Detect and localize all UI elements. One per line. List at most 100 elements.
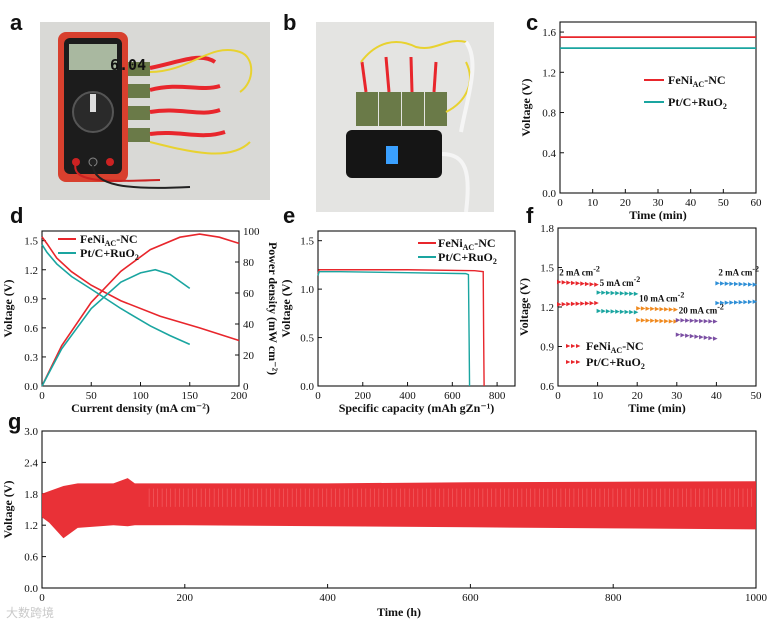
legend-entry-1: Pt/C+RuO2 bbox=[438, 250, 497, 266]
data-marker bbox=[619, 309, 625, 314]
x-axis-label: Time (min) bbox=[628, 401, 685, 415]
data-marker bbox=[629, 291, 634, 296]
y-right-tick-label: 60 bbox=[243, 288, 255, 300]
y-tick-label: 1.5 bbox=[24, 236, 38, 248]
x-tick-label: 150 bbox=[182, 390, 199, 402]
y-right-tick-label: 20 bbox=[243, 350, 255, 362]
legend-entry-0: FeNiAC-NC bbox=[668, 73, 726, 89]
panel-label-b: b bbox=[283, 10, 297, 35]
data-marker bbox=[720, 281, 725, 286]
data-marker bbox=[596, 290, 602, 295]
data-marker bbox=[752, 299, 758, 304]
x-tick-label: 0 bbox=[555, 390, 561, 402]
y-right-axis-label: Power density (mW cm⁻²) bbox=[266, 242, 280, 375]
data-marker bbox=[703, 318, 709, 324]
data-marker bbox=[624, 291, 630, 296]
series-line-1 bbox=[317, 270, 471, 387]
x-tick-label: 30 bbox=[653, 197, 665, 209]
legend-entry-0: FeNiAC-NC bbox=[586, 339, 644, 355]
y-tick-label: 3.0 bbox=[24, 426, 38, 438]
x-axis-label: Time (h) bbox=[377, 605, 421, 619]
x-tick-label: 400 bbox=[319, 592, 336, 604]
y-tick-label: 0.4 bbox=[542, 148, 556, 160]
data-marker bbox=[694, 334, 699, 339]
multimeter-illustration bbox=[58, 32, 253, 189]
y-tick-label: 1.5 bbox=[540, 263, 554, 275]
data-marker bbox=[610, 290, 616, 296]
data-marker bbox=[715, 281, 720, 286]
data-marker bbox=[556, 302, 562, 307]
x-tick-label: 50 bbox=[718, 197, 730, 209]
panel-label-e: e bbox=[283, 203, 296, 228]
legend-marker-1 bbox=[576, 360, 581, 364]
data-marker bbox=[724, 300, 730, 305]
y-tick-label: 1.0 bbox=[300, 284, 314, 296]
data-marker bbox=[589, 282, 595, 287]
legend-entry-1: Pt/C+RuO2 bbox=[80, 246, 139, 262]
annotation-4: 2 mA cm-2 bbox=[718, 264, 759, 277]
x-tick-label: 0 bbox=[39, 390, 45, 402]
y-tick-label: 0.9 bbox=[540, 342, 554, 354]
y-axis-label: Voltage (V) bbox=[517, 278, 531, 336]
data-marker bbox=[650, 318, 655, 323]
y-right-tick-label: 0 bbox=[243, 381, 249, 393]
data-marker bbox=[566, 280, 571, 285]
y-tick-label: 1.2 bbox=[24, 520, 38, 532]
data-marker bbox=[624, 309, 630, 315]
x-axis-label: Current density (mA cm⁻²) bbox=[71, 401, 210, 415]
data-marker bbox=[615, 290, 620, 296]
series-line-0 bbox=[317, 269, 485, 387]
y-tick-label: 1.2 bbox=[542, 67, 556, 79]
panel-label-a: a bbox=[10, 10, 23, 35]
y-tick-label: 0.8 bbox=[542, 108, 556, 120]
y-tick-label: 0.9 bbox=[24, 294, 38, 306]
x-axis-label: Specific capacity (mAh gZn⁻¹) bbox=[339, 401, 495, 415]
data-marker bbox=[668, 307, 674, 312]
data-marker bbox=[659, 306, 665, 312]
data-marker bbox=[703, 335, 709, 340]
data-marker bbox=[601, 308, 606, 314]
watermark: 大数跨境 bbox=[6, 606, 55, 620]
data-marker bbox=[729, 300, 734, 305]
data-marker bbox=[575, 281, 581, 286]
x-tick-label: 50 bbox=[751, 390, 763, 402]
x-tick-label: 40 bbox=[685, 197, 697, 209]
x-tick-label: 200 bbox=[177, 592, 194, 604]
x-axis-label: Time (min) bbox=[629, 208, 686, 222]
x-tick-label: 600 bbox=[444, 390, 461, 402]
y-tick-label: 0.0 bbox=[300, 381, 314, 393]
x-tick-label: 60 bbox=[751, 197, 763, 209]
x-tick-label: 20 bbox=[632, 390, 644, 402]
y-right-tick-label: 100 bbox=[243, 226, 260, 238]
data-marker bbox=[640, 306, 646, 311]
series-line-3 bbox=[41, 268, 191, 387]
y-tick-label: 1.6 bbox=[542, 27, 556, 39]
data-marker bbox=[664, 307, 669, 312]
data-marker bbox=[575, 301, 581, 306]
y-tick-label: 0.6 bbox=[540, 381, 554, 393]
data-marker bbox=[659, 318, 665, 324]
data-marker bbox=[633, 291, 639, 297]
data-marker bbox=[561, 280, 567, 285]
phone-illustration bbox=[346, 39, 475, 212]
data-marker bbox=[708, 335, 713, 341]
legend-marker-1 bbox=[566, 360, 571, 364]
data-marker bbox=[664, 318, 669, 324]
data-marker bbox=[645, 318, 651, 323]
y-tick-label: 1.8 bbox=[24, 489, 38, 501]
data-marker bbox=[605, 309, 611, 314]
data-marker bbox=[650, 306, 655, 312]
data-marker bbox=[594, 282, 599, 287]
x-tick-label: 10 bbox=[592, 390, 604, 402]
x-tick-label: 0 bbox=[39, 592, 45, 604]
data-marker bbox=[685, 318, 690, 323]
data-marker bbox=[689, 318, 695, 323]
x-tick-label: 800 bbox=[489, 390, 506, 402]
legend-entry-0: FeNiAC-NC bbox=[438, 236, 496, 252]
x-tick-label: 200 bbox=[231, 390, 248, 402]
data-marker bbox=[594, 300, 599, 306]
data-marker bbox=[708, 319, 713, 324]
data-marker bbox=[734, 300, 739, 305]
